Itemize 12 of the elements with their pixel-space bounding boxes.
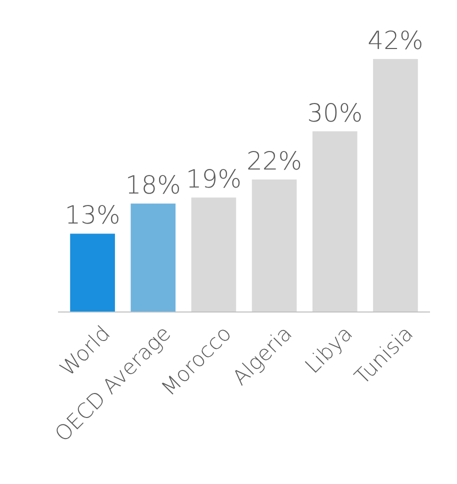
bar bbox=[252, 179, 297, 312]
data-label: 19% bbox=[186, 164, 242, 194]
data-label: 18% bbox=[125, 170, 181, 200]
bar bbox=[130, 204, 176, 312]
bar bbox=[312, 131, 358, 312]
data-label: 22% bbox=[246, 146, 302, 176]
data-label: 30% bbox=[307, 98, 363, 128]
bar bbox=[191, 198, 236, 312]
bar bbox=[70, 234, 115, 312]
data-label: 42% bbox=[368, 26, 424, 55]
data-label: 13% bbox=[64, 200, 120, 230]
bar bbox=[373, 59, 418, 312]
